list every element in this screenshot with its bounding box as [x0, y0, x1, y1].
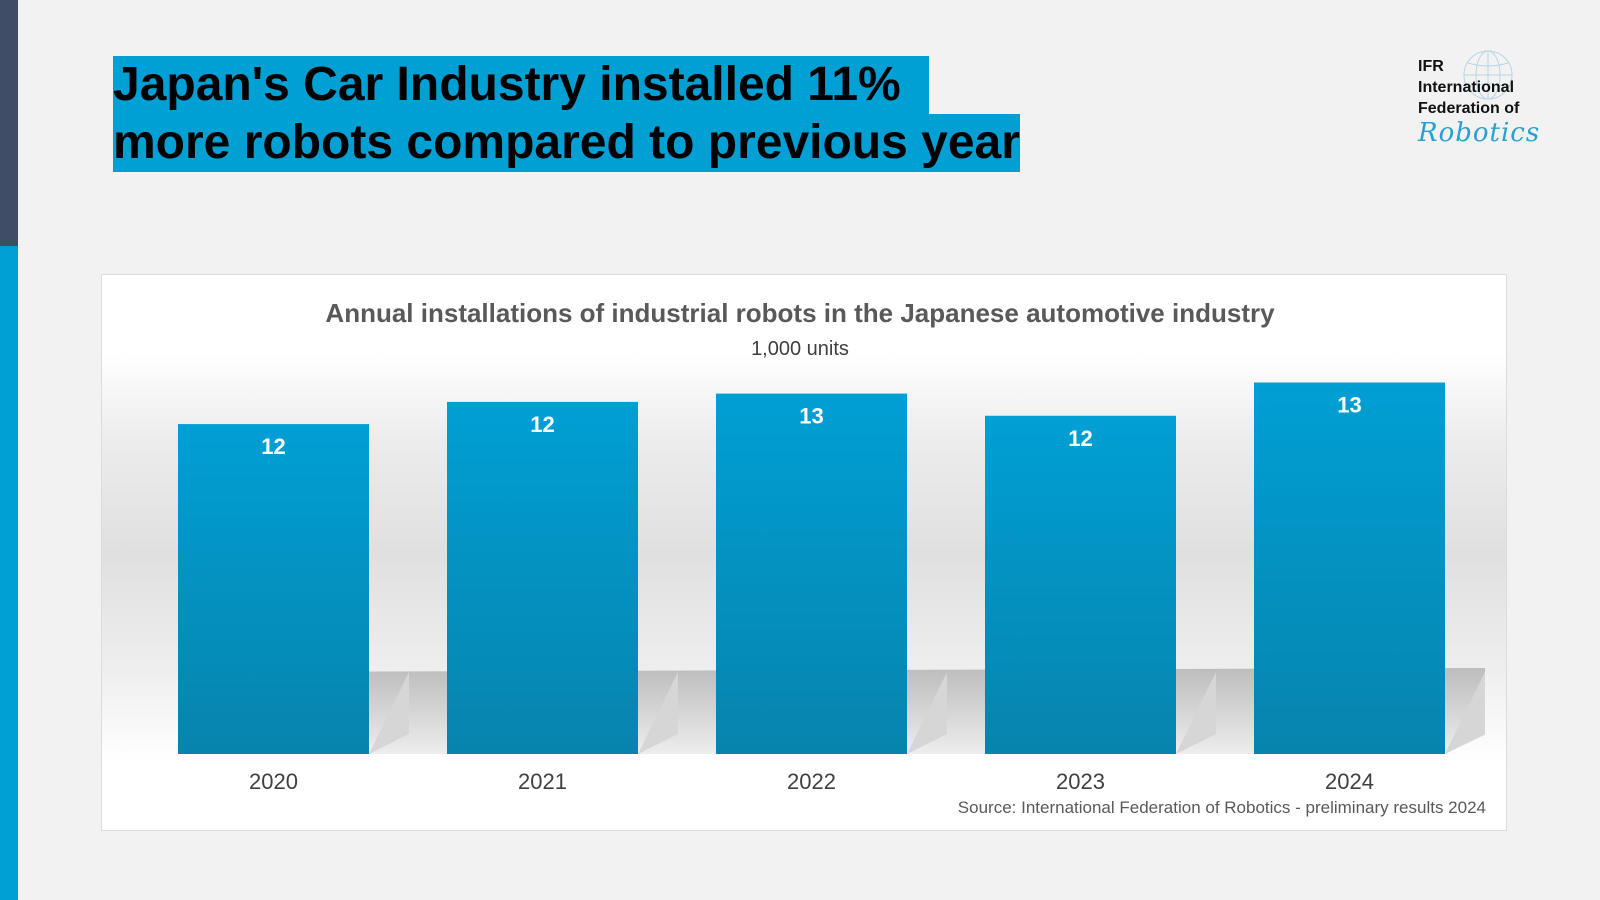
data-label: 12	[530, 412, 554, 437]
chart-source: Source: International Federation of Robo…	[957, 798, 1486, 817]
x-tick-label: 2023	[1056, 769, 1105, 794]
data-label: 13	[1337, 392, 1361, 417]
bar-2022	[716, 393, 907, 754]
headline-line-2: more robots compared to previous year	[113, 114, 1020, 172]
data-label: 12	[261, 434, 285, 459]
chart-title: Annual installations of industrial robot…	[325, 298, 1275, 328]
bar-shadow	[638, 672, 678, 754]
logo-line-2: Federation of	[1418, 100, 1520, 117]
logo-line-1: International	[1418, 79, 1515, 96]
chart-subtitle: 1,000 units	[751, 338, 849, 360]
sidebar-accent-blue	[0, 246, 18, 900]
headline: Japan's Car Industry installed 11% more …	[113, 56, 1020, 172]
data-label: 13	[799, 404, 823, 429]
bar-shadow	[907, 672, 947, 754]
globe-icon	[1463, 50, 1513, 100]
data-label: 12	[1068, 426, 1092, 451]
logo-abbr: IFR	[1418, 58, 1444, 75]
x-tick-label: 2020	[249, 769, 298, 794]
logo-script: Robotics	[1418, 118, 1541, 148]
bar-2024	[1254, 382, 1445, 754]
bar-shadow	[369, 672, 409, 754]
bar-2021	[447, 401, 638, 754]
bar-2020	[178, 424, 369, 754]
x-tick-label: 2022	[787, 769, 836, 794]
headline-line-1: Japan's Car Industry installed 11%	[113, 56, 929, 114]
bar-shadow	[1176, 672, 1216, 754]
x-tick-label: 2021	[518, 769, 567, 794]
x-tick-label: 2024	[1325, 769, 1374, 794]
bar-shadow	[1445, 672, 1485, 754]
bar-2023	[985, 415, 1176, 754]
ifr-logo: IFR International Federation of Robotics	[1418, 50, 1568, 156]
sidebar-accent-dark	[0, 0, 18, 246]
